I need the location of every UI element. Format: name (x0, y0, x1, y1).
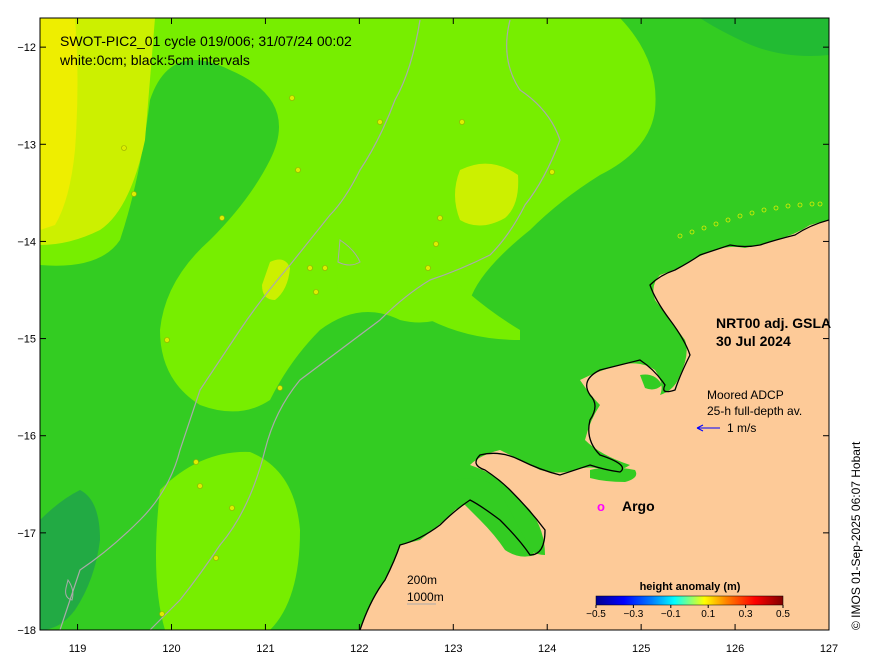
sea-mid-strip (330, 241, 520, 340)
product-label-line2: 30 Jul 2024 (716, 333, 791, 349)
y-tick-label: −12 (17, 42, 36, 54)
isobath-200m-line (59, 19, 421, 630)
y-tick-label: −14 (17, 236, 36, 248)
colorbar-ticks: −0.5 −0.3 −0.1 0.1 0.3 0.5 (586, 605, 790, 620)
adcp-scale-arrow (696, 424, 720, 432)
x-tick-label: 122 (350, 643, 368, 655)
y-tick-label: −16 (17, 431, 36, 443)
title-line2: white:0cm; black:5cm intervals (59, 52, 250, 68)
sound-inlet (590, 467, 637, 482)
colorbar (595, 595, 784, 606)
sea-mid-south (156, 451, 300, 630)
x-tick-label: 119 (69, 643, 87, 655)
x-tick-label: 120 (162, 643, 180, 655)
colorbar-title: height anomaly (m) (640, 581, 741, 593)
y-tick-label: −17 (17, 528, 36, 540)
colorbar-tick-label: −0.3 (624, 609, 644, 620)
y-axis-ticks: −12 −13 −14 −15 −16 −17 −18 (17, 42, 829, 637)
x-tick-label: 126 (726, 643, 744, 655)
swot-swath-dots (677, 201, 823, 239)
x-tick-label: 127 (820, 643, 838, 655)
bay-inlet (640, 374, 662, 390)
land-mass (360, 220, 829, 630)
x-tick-label: 121 (256, 643, 274, 655)
gulf-inlet (455, 478, 535, 557)
sea-top-west (40, 18, 78, 230)
colorbar-tick-label: −0.5 (586, 609, 606, 620)
adcp-label-line1: Moored ADCP (707, 388, 784, 402)
x-axis-ticks: 119 120 121 122 123 124 125 126 127 (69, 18, 838, 655)
sea-low-sw (40, 490, 100, 630)
isobath-legend-200m: 200m (407, 573, 437, 587)
colorbar-tick-label: 0.5 (776, 609, 790, 620)
colorbar-tick-label: 0.3 (739, 609, 753, 620)
sea-high-east (455, 163, 519, 226)
adcp-scale-label: 1 m/s (727, 421, 756, 435)
product-label-line1: NRT00 adj. GSLA (716, 315, 831, 331)
colorbar-tick-label: −0.1 (661, 609, 681, 620)
coastline (359, 219, 829, 630)
plot-frame (39, 17, 830, 631)
y-tick-label: −18 (17, 625, 36, 637)
sea-low-patch (700, 18, 829, 56)
isobath-1000m-line (149, 19, 561, 630)
x-tick-label: 125 (632, 643, 650, 655)
map-plot-area (40, 18, 829, 630)
isobath-legend-1000m: 1000m (407, 590, 444, 604)
title-line1: SWOT-PIC2_01 cycle 019/006; 31/07/24 00:… (60, 33, 352, 49)
adcp-label-line2: 25-h full-depth av. (707, 404, 802, 418)
copyright-text: © IMOS 01-Sep-2025 06:07 Hobart (849, 441, 863, 630)
x-tick-label: 124 (538, 643, 556, 655)
x-tick-label: 123 (444, 643, 462, 655)
sea-mid-field (40, 18, 656, 412)
isobath-contour (337, 239, 361, 266)
colorbar-tick-label: 0.1 (701, 609, 715, 620)
y-tick-label: −15 (17, 334, 36, 346)
y-tick-label: −13 (17, 139, 36, 151)
observation-markers (121, 95, 555, 617)
isobath-contour-sw (65, 578, 74, 601)
argo-label: Argo (622, 498, 655, 514)
argo-symbol-icon: o (597, 499, 605, 514)
